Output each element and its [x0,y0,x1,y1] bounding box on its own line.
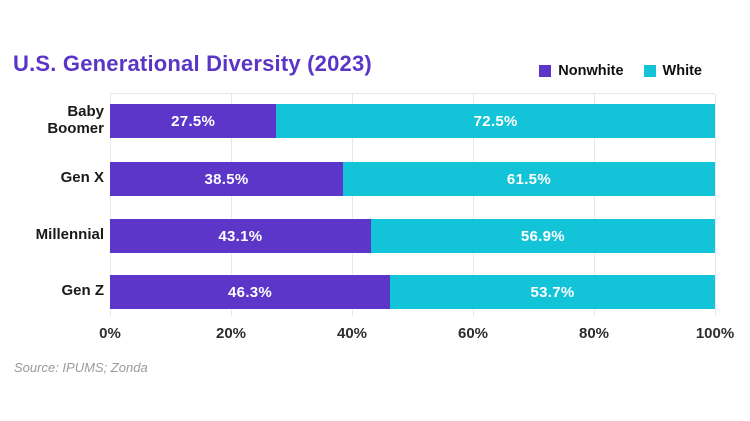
legend-swatch-icon [539,65,552,77]
bar-value-label: 27.5% [171,112,216,130]
source-note: Source: IPUMS; Zonda [14,360,148,375]
bar-value-label: 72.5% [473,112,518,130]
legend-label: Nonwhite [558,63,624,79]
bar-segment-nonwhite: 38.5% [110,162,343,196]
bar-value-label: 38.5% [204,170,249,188]
bar-value-label: 46.3% [228,283,273,301]
gridline [352,94,353,316]
bar-segment-white: 72.5% [276,104,715,138]
legend: Nonwhite White [539,63,702,79]
bar-row-millennial: 43.1% 56.9% [110,219,715,253]
x-axis-tick: 40% [336,325,368,342]
legend-item-nonwhite: Nonwhite [539,63,624,79]
legend-label: White [662,63,702,79]
gridline [473,94,474,316]
bar-value-label: 56.9% [520,227,565,245]
plot-area: 27.5% 72.5% 38.5% 61.5% 43.1% 56.9% 46.3% 53.7% [110,93,716,316]
x-axis-tick: 20% [215,325,247,342]
legend-item-white: White [643,63,702,79]
x-axis-tick: 60% [457,325,489,342]
gridline [110,94,111,316]
gridline [231,94,232,316]
bar-segment-white: 56.9% [370,219,715,253]
bar-segment-nonwhite: 46.3% [110,275,391,309]
gridline [594,94,595,316]
category-label-baby-boomer: Baby Boomer [47,102,104,137]
bar-row-gen-z: 46.3% 53.7% [110,275,715,309]
bar-row-baby-boomer: 27.5% 72.5% [110,104,715,138]
category-label-gen-z: Gen Z [61,282,104,300]
bar-segment-white: 53.7% [390,275,715,309]
category-label-gen-x: Gen X [60,169,104,187]
bar-segment-nonwhite: 27.5% [110,104,277,138]
category-labels: Baby Boomer Gen X Millennial Gen Z [18,93,104,315]
bar-row-gen-x: 38.5% 61.5% [110,162,715,196]
x-axis-tick: 0% [99,325,121,342]
x-axis-tick: 80% [578,325,610,342]
bar-value-label: 43.1% [218,227,263,245]
bar-segment-white: 61.5% [342,162,715,196]
x-axis: 0% 20% 40% 60% 80% 100% [99,315,734,351]
legend-swatch-icon [643,65,656,77]
x-axis-tick: 100% [695,325,735,342]
gridline [715,94,716,316]
bar-value-label: 61.5% [506,170,551,188]
chart-title: U.S. Generational Diversity (2023) [13,51,372,76]
bar-value-label: 53.7% [530,283,575,301]
category-label-millennial: Millennial [35,226,104,244]
bar-segment-nonwhite: 43.1% [110,219,371,253]
